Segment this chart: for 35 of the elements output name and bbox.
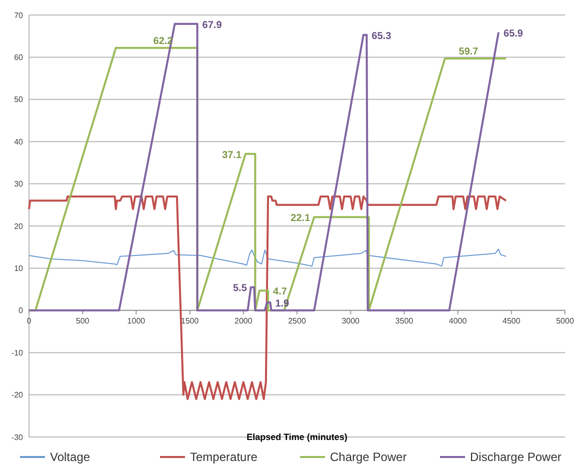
x-tick-label: 0 [26, 316, 32, 326]
annotation: 5.5 [233, 283, 248, 294]
annotation: 37.1 [222, 150, 242, 161]
y-tick-label: 60 [14, 53, 24, 62]
y-tick-label: 50 [14, 95, 24, 104]
x-tick-label: 3500 [395, 316, 414, 326]
line-series [28, 248, 507, 267]
y-tick-label: 0 [18, 306, 24, 316]
x-tick-label: 4000 [448, 316, 468, 326]
x-axis-title: Elapsed Time (minutes) [246, 432, 348, 442]
y-tick-label: 40 [14, 137, 24, 146]
y-tick-label: 10 [14, 264, 24, 273]
annotation: 65.9 [504, 28, 524, 40]
x-tick-label: 5000 [556, 316, 574, 326]
y-tick-label: -20 [11, 390, 24, 400]
annotation: 22.1 [290, 213, 311, 224]
legend-label: Temperature [190, 450, 258, 464]
x-tick-label: 2000 [234, 316, 253, 326]
x-tick-label: 2500 [288, 316, 306, 326]
y-tick-label: 70 [14, 10, 24, 20]
legend-label: Charge Power [330, 450, 407, 464]
y-tick-label: -30 [11, 432, 24, 442]
legend-label: Voltage [50, 450, 90, 464]
x-tick-label: 500 [76, 316, 90, 326]
annotation: 67.9 [202, 20, 222, 31]
y-tick-label: 20 [14, 222, 24, 231]
y-tick-label: -10 [11, 348, 24, 358]
x-tick-label: 3000 [342, 316, 360, 326]
x-tick-label: 4500 [502, 316, 521, 326]
y-tick-label: 30 [14, 180, 24, 189]
annotation: 59.7 [458, 46, 479, 58]
legend-label: Discharge Power [470, 450, 562, 464]
annotation: 4.7 [273, 286, 288, 298]
x-tick-label: 1000 [127, 316, 146, 326]
annotation: 65.3 [372, 30, 392, 42]
